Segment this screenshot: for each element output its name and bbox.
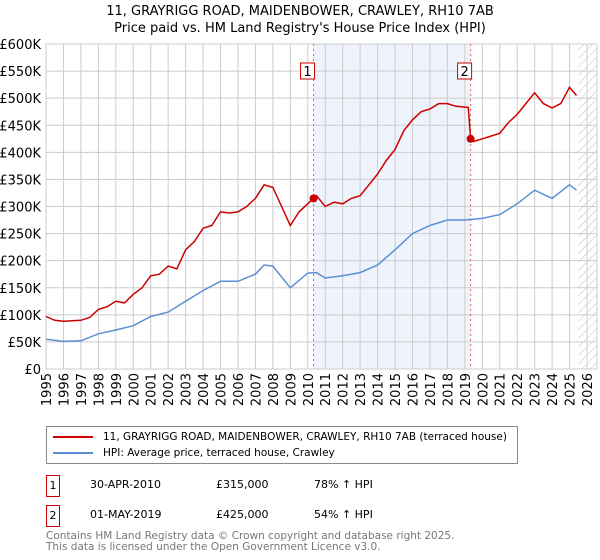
transaction-price: £425,000: [216, 508, 269, 521]
sale-label-box: [300, 62, 316, 80]
legend: 11, GRAYRIGG ROAD, MAIDENBOWER, CRAWLEY,…: [46, 426, 518, 464]
x-tick-label: 2021: [494, 373, 509, 406]
y-tick-label: £350K: [0, 173, 41, 188]
x-tick-label: 2026: [581, 373, 596, 406]
x-tick-label: 2019: [459, 373, 474, 406]
property-price-line: [45, 85, 578, 323]
price-chart: £0 £50K £100K £150K £200K £250K £300K £350K £400…: [0, 38, 598, 406]
x-tick-label: 2013: [354, 373, 369, 406]
y-tick-label: £0: [24, 363, 41, 378]
transaction-hpi: 54% ↑ HPI: [314, 508, 373, 521]
y-tick-label: £50K: [8, 336, 42, 351]
x-tick-label: 2022: [511, 373, 526, 406]
x-tick-label: 2008: [267, 373, 282, 406]
x-tick-label: 2007: [249, 373, 264, 406]
transaction-marker: 1: [46, 475, 60, 497]
legend-label-hpi: HPI: Average price, terraced house, Craw…: [103, 447, 335, 459]
x-tick-label: 2018: [441, 373, 456, 406]
transaction-hpi: 78% ↑ HPI: [314, 478, 373, 491]
x-tick-label: 2011: [319, 373, 334, 406]
sale-point: [466, 134, 475, 143]
x-tick-label: 2014: [372, 373, 387, 406]
y-tick-label: £200K: [0, 255, 41, 270]
chart-title: 11, GRAYRIGG ROAD, MAIDENBOWER, CRAWLEY,…: [106, 4, 494, 19]
x-tick-label: 1999: [110, 373, 125, 406]
x-tick-label: 1995: [40, 373, 55, 406]
sale-label-box: [457, 62, 473, 80]
x-tick-label: 2006: [232, 373, 247, 406]
x-tick-label: 1998: [92, 373, 107, 406]
y-tick-label: £300K: [0, 201, 41, 216]
sale-point: [309, 194, 318, 203]
x-tick-label: 2025: [564, 373, 579, 406]
plot-frame: [45, 43, 598, 370]
legend-label-property: 11, GRAYRIGG ROAD, MAIDENBOWER, CRAWLEY,…: [103, 431, 507, 443]
x-tick-label: 2010: [302, 373, 317, 406]
y-tick-label: £150K: [0, 282, 41, 297]
x-tick-label: 2017: [424, 373, 439, 406]
transaction-date: 01-MAY-2019: [90, 508, 162, 521]
x-tick-label: 2005: [215, 373, 230, 406]
sale-label: 1: [303, 65, 311, 80]
x-tick-label: 2000: [127, 373, 142, 406]
y-tick-label: £500K: [0, 92, 41, 107]
x-tick-label: 2001: [145, 373, 160, 406]
x-tick-label: 2015: [389, 373, 404, 406]
hpi-line: [45, 183, 577, 343]
footer-line-1: Contains HM Land Registry data © Crown c…: [46, 530, 455, 542]
transaction-date: 30-APR-2010: [90, 478, 162, 491]
chart-subtitle: Price paid vs. HM Land Registry's House …: [114, 21, 486, 36]
legend-swatch-property: [53, 436, 93, 438]
x-tick-label: 2009: [284, 373, 299, 406]
x-tick-label: 2020: [476, 373, 491, 406]
y-tick-label: £550K: [0, 65, 41, 80]
transaction-marker: 2: [46, 505, 60, 527]
y-tick-label: £100K: [0, 309, 41, 324]
y-tick-label: £600K: [0, 38, 41, 53]
footer-line-2: This data is licensed under the Open Gov…: [46, 541, 381, 553]
x-tick-label: 2003: [180, 373, 195, 406]
sale-label: 2: [460, 65, 468, 80]
x-tick-label: 2016: [406, 373, 421, 406]
x-tick-label: 2012: [337, 373, 352, 406]
x-tick-label: 2023: [529, 373, 544, 406]
x-tick-label: 1996: [57, 373, 72, 406]
x-tick-label: 2002: [162, 373, 177, 406]
y-tick-label: £250K: [0, 228, 41, 243]
x-tick-label: 1997: [75, 373, 90, 406]
legend-swatch-hpi: [53, 452, 93, 454]
y-tick-label: £400K: [0, 146, 41, 161]
x-tick-label: 2024: [546, 373, 561, 406]
transaction-price: £315,000: [216, 478, 269, 491]
footer: Contains HM Land Registry data © Crown c…: [46, 531, 454, 553]
x-tick-label: 2004: [197, 373, 212, 406]
y-tick-label: £450K: [0, 119, 41, 134]
